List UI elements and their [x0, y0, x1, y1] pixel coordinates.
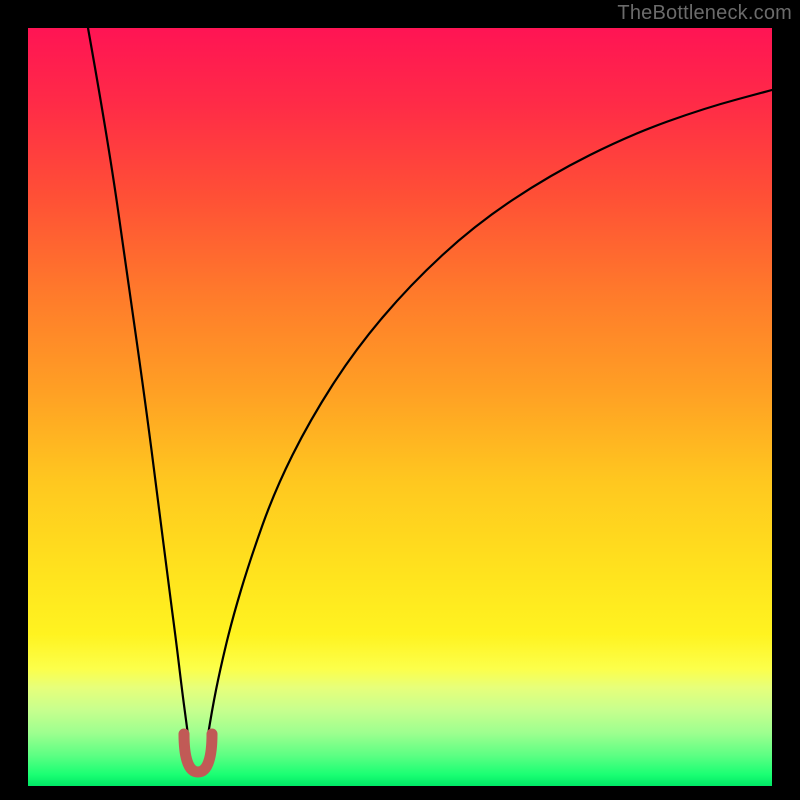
chart-stage: TheBottleneck.com — [0, 0, 800, 800]
chart-svg — [0, 0, 800, 800]
watermark-text: TheBottleneck.com — [617, 2, 792, 25]
